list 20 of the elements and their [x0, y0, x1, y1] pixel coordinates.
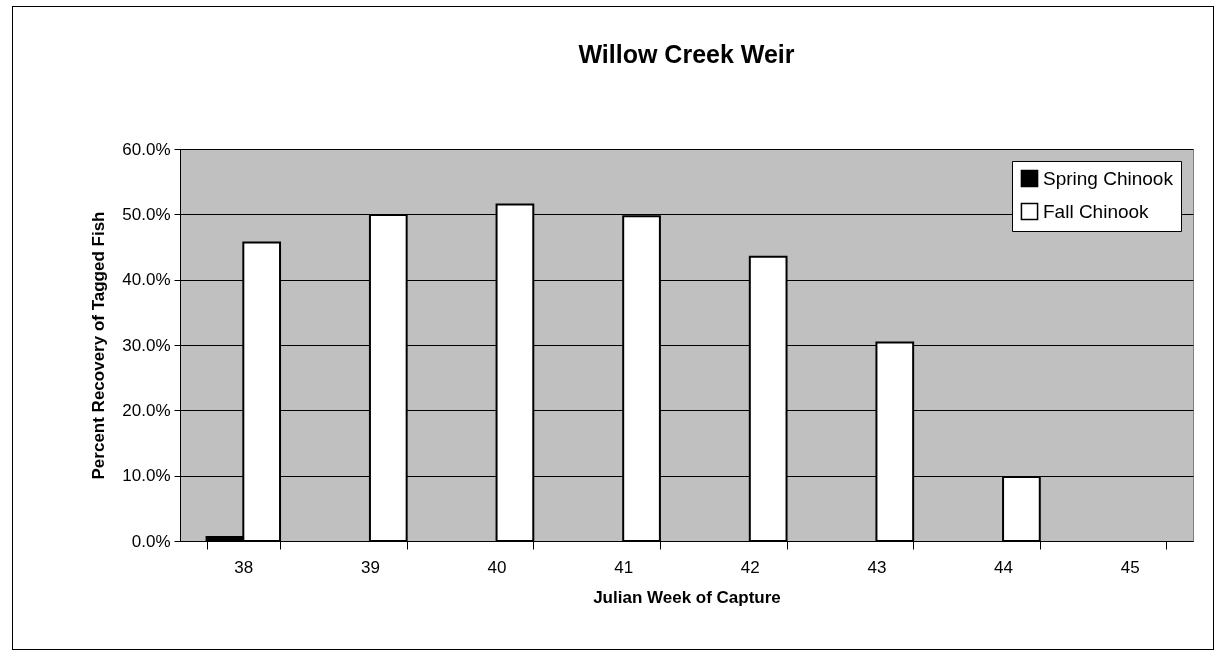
- legend-label: Fall Chinook: [1043, 200, 1150, 222]
- x-tick-label: 45: [1120, 557, 1140, 577]
- x-tick-label: 39: [360, 557, 380, 577]
- y-tick-label: 0.0%: [131, 531, 171, 551]
- x-tick-label: 40: [487, 557, 507, 577]
- y-tick-label: 50.0%: [122, 204, 171, 224]
- y-tick-label: 10.0%: [122, 466, 171, 486]
- chart-title: Willow Creek Weir: [578, 40, 795, 68]
- y-axis-title: Percent Recovery of Tagged Fish: [89, 211, 109, 480]
- legend-label: Spring Chinook: [1043, 167, 1174, 189]
- x-tick-label: 41: [614, 557, 634, 577]
- y-tick-label: 20.0%: [122, 400, 171, 420]
- x-tick-label: 42: [740, 557, 760, 577]
- y-tick-label: 40.0%: [122, 270, 171, 290]
- x-tick-label: 44: [994, 557, 1014, 577]
- x-axis-title: Julian Week of Capture: [593, 587, 781, 607]
- x-tick-label: 43: [867, 557, 887, 577]
- y-tick-label: 30.0%: [122, 335, 171, 355]
- x-tick-label: 38: [234, 557, 254, 577]
- y-tick-label: 60.0%: [122, 139, 171, 159]
